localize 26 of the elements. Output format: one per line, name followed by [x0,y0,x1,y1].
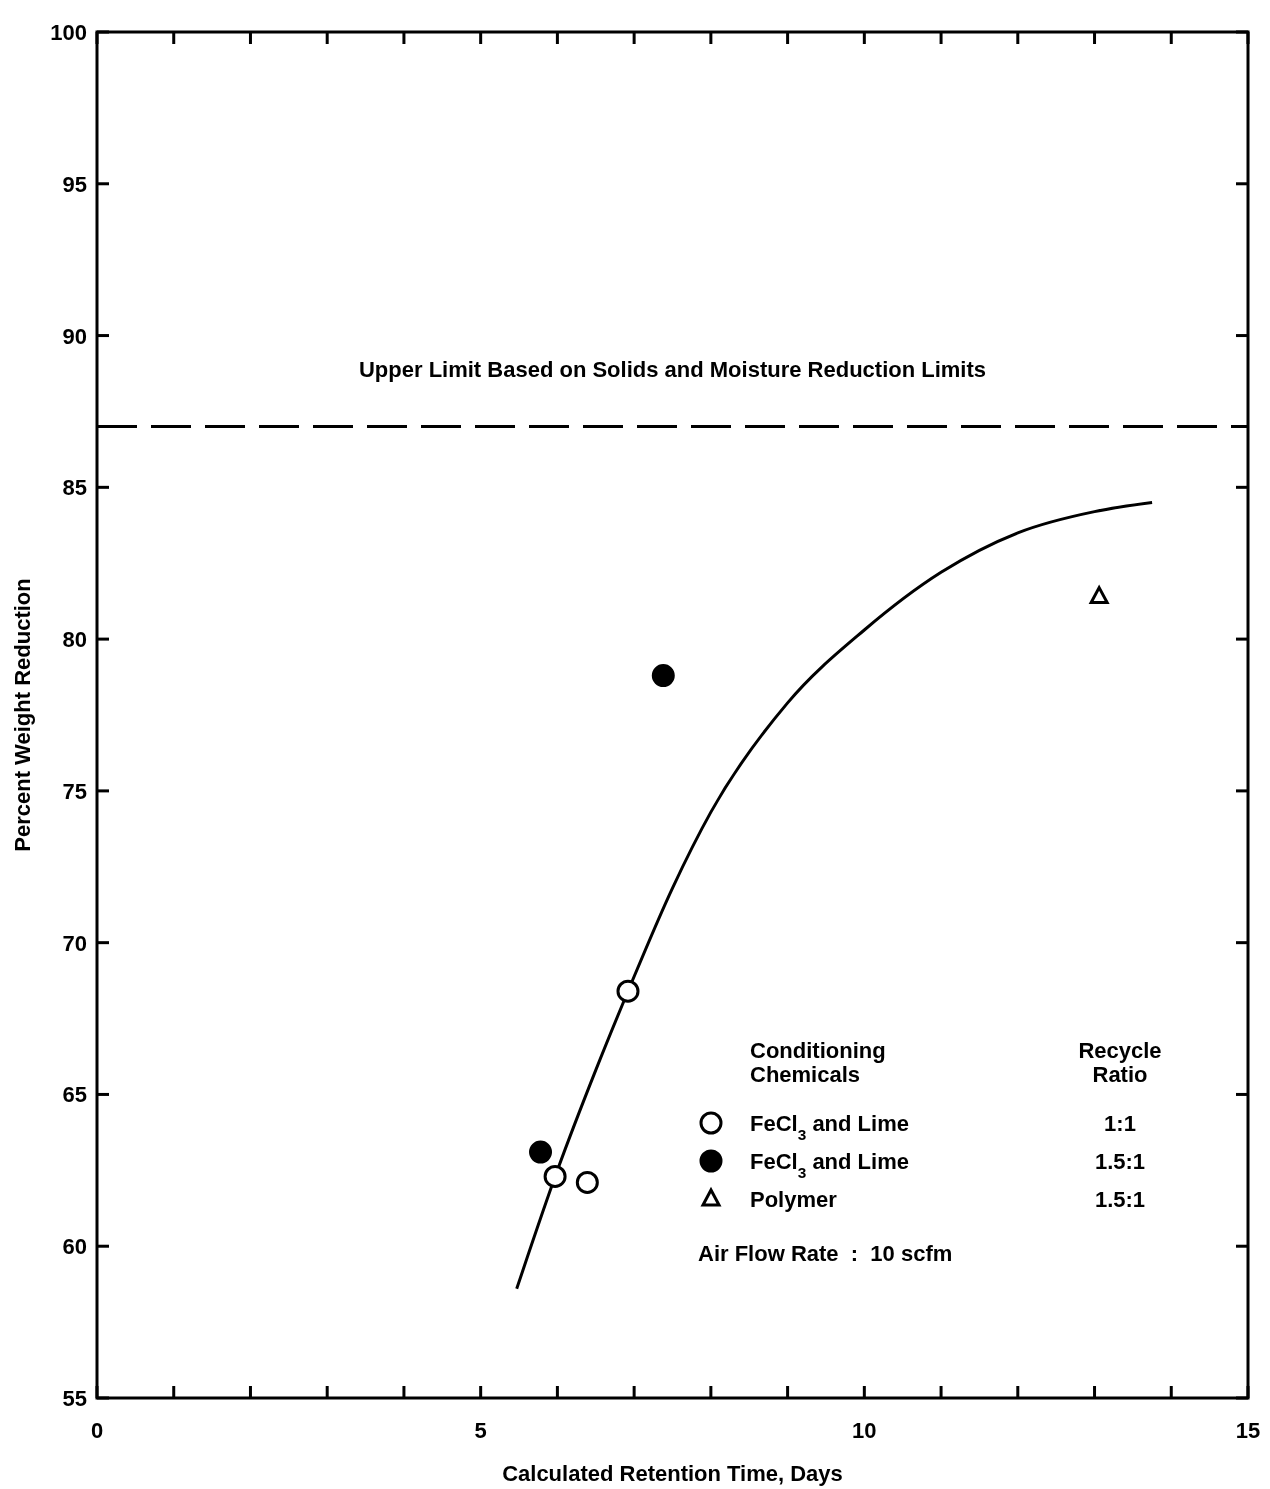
annotation: 1:1 [1104,1111,1136,1136]
legend-label: Polymer [750,1187,838,1212]
x-tick-label: 0 [90,1418,104,1443]
y-tick-label: 75 [62,778,87,804]
annotation: 1.5:1 [1094,1149,1146,1174]
y-tick-label: 95 [62,171,87,197]
x-axis-title: Calculated Retention Time, Days [502,1461,843,1486]
y-tick-label: 65 [62,1082,87,1108]
y-axis-title: Percent Weight Reduction [10,578,35,852]
ref-line-label: Upper Limit Based on Solids and Moisture Reduction Limits [358,356,987,382]
y-tick-label: 85 [62,475,87,501]
legend-label: FeCl$_{3}$ and Lime [750,1111,909,1143]
annotation: 1.5:1 [1094,1187,1146,1212]
y-tick-label: 60 [62,1234,87,1260]
x-tick-label: 10 [852,1418,877,1443]
x-tick-label: 15 [1235,1418,1261,1443]
y-tick-label: 55 [62,1386,87,1411]
y-tick-label: 100 [50,20,87,45]
legend-title: Conditioning Chemicals [750,1038,886,1087]
annotation: Air Flow Rate : 10 scfm [698,1241,953,1266]
legend-label: FeCl$_{3}$ and Lime [750,1149,909,1181]
x-tick-label: 5 [474,1418,487,1443]
y-tick-label: 70 [62,930,87,956]
y-tick-label: 90 [62,323,87,349]
y-tick-label: 80 [62,627,87,653]
annotation: Recycle Ratio [1078,1038,1162,1087]
